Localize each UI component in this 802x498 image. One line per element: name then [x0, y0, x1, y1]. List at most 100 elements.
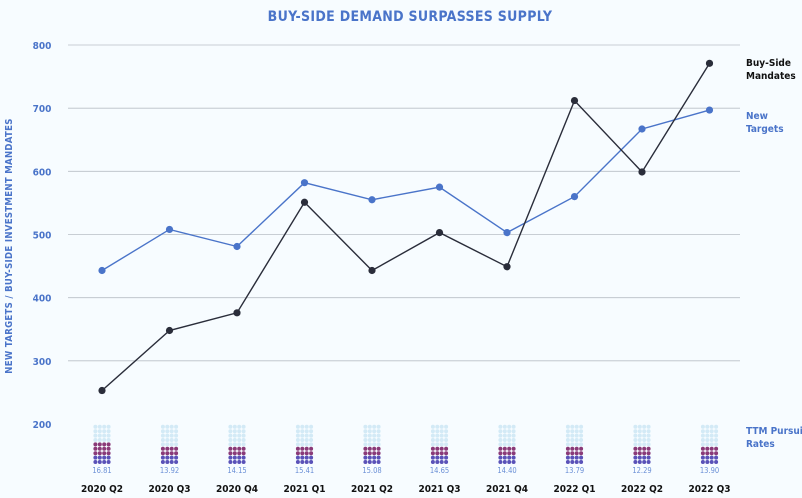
pursuit-dot — [637, 451, 642, 456]
pursuit-dot — [304, 424, 309, 429]
pursuit-dot — [498, 460, 503, 464]
pursuit-dot — [232, 433, 237, 438]
pursuit-dot — [565, 446, 570, 451]
pursuit-dot — [106, 438, 111, 442]
pursuit-dot — [709, 433, 714, 438]
pursuit-dot — [372, 442, 377, 447]
pursuit-dot — [376, 446, 381, 451]
pursuit-dot — [646, 429, 651, 434]
pursuit-dot — [498, 433, 503, 438]
pursuit-dot — [97, 455, 102, 460]
pursuit-dot — [507, 460, 512, 464]
legend: Buy-Side Mandates New Targets TTM Pursuit Rat… — [746, 58, 802, 450]
pursuit-dot — [295, 438, 300, 442]
pursuit-dot — [633, 455, 638, 460]
pursuit-dot — [363, 446, 368, 451]
pursuit-dot — [574, 455, 579, 460]
pursuit-dot — [174, 455, 179, 460]
pursuit-dot — [646, 446, 651, 451]
pursuit-dot — [444, 460, 449, 464]
pursuit-dot — [106, 424, 111, 429]
y-tick-label: 800 — [33, 41, 52, 52]
pursuit-dot — [646, 433, 651, 438]
pursuit-dot — [304, 429, 309, 434]
pursuit-dot — [511, 442, 516, 447]
pursuit-dot — [637, 455, 642, 460]
pursuit-dot — [228, 429, 233, 434]
pursuit-dot — [241, 438, 246, 442]
pursuit-dot — [300, 442, 305, 447]
pursuit-dot — [444, 433, 449, 438]
pursuit-dot — [502, 451, 507, 456]
pursuit-dot — [97, 451, 102, 456]
pursuit-rate-label: 13.90 — [700, 466, 719, 475]
pursuit-dot — [579, 460, 584, 464]
pursuit-dot — [174, 429, 179, 434]
pursuit-dot — [295, 433, 300, 438]
pursuit-dot — [444, 438, 449, 442]
pursuit-dot-grid — [93, 424, 111, 464]
pursuit-dot — [169, 460, 174, 464]
pursuit-dot — [160, 460, 165, 464]
pursuit-dot — [700, 460, 705, 464]
pursuit-dot — [714, 451, 719, 456]
pursuit-dot — [363, 455, 368, 460]
pursuit-dot — [97, 442, 102, 447]
pursuit-dot — [507, 451, 512, 456]
pursuit-dot — [637, 433, 642, 438]
pursuit-dot — [309, 438, 314, 442]
pursuit-dot — [241, 455, 246, 460]
pursuit-dot — [714, 429, 719, 434]
pursuit-dot — [435, 438, 440, 442]
pursuit-dot — [646, 438, 651, 442]
pursuit-dot — [714, 446, 719, 451]
pursuit-dot — [237, 438, 242, 442]
pursuit-dot — [700, 424, 705, 429]
pursuit-dot — [376, 442, 381, 447]
pursuit-dot — [102, 424, 107, 429]
legend-ttm-pursuit-rates: TTM Pursuit Rates — [746, 426, 802, 450]
pursuit-dot — [237, 433, 242, 438]
pursuit-dot — [165, 451, 170, 456]
pursuit-dot — [376, 451, 381, 456]
pursuit-dot — [511, 438, 516, 442]
pursuit-dot — [165, 442, 170, 447]
pursuit-dot — [637, 429, 642, 434]
pursuit-dot — [372, 438, 377, 442]
pursuit-dot — [169, 429, 174, 434]
pursuit-dot — [511, 446, 516, 451]
y-axis-ticks: 200 300 400 500 600 700 800 — [33, 41, 52, 431]
pursuit-dot — [439, 446, 444, 451]
pursuit-dot — [295, 460, 300, 464]
pursuit-dot — [705, 455, 710, 460]
pursuit-dot — [705, 429, 710, 434]
pursuit-dot — [574, 446, 579, 451]
pursuit-dot — [570, 446, 575, 451]
pursuit-dot — [363, 424, 368, 429]
pursuit-dot — [160, 438, 165, 442]
pursuit-dot — [439, 424, 444, 429]
x-tick-label: 2020 Q4 — [216, 484, 258, 495]
x-tick-label: 2022 Q1 — [553, 484, 595, 495]
pursuit-dot — [367, 442, 372, 447]
pursuit-dot — [300, 438, 305, 442]
pursuit-dot — [439, 451, 444, 456]
pursuit-dot-grid — [498, 424, 516, 464]
pursuit-dot-grid — [160, 424, 179, 464]
pursuit-dot — [570, 442, 575, 447]
pursuit-dot — [174, 451, 179, 456]
pursuit-dot — [93, 433, 98, 438]
pursuit-dot — [705, 451, 710, 456]
pursuit-rate-dots: 16.81 13.92 14.15 15.41 15.08 14.65 14.40 13.79… — [92, 424, 719, 475]
data-point — [638, 125, 646, 133]
pursuit-dot — [241, 442, 246, 447]
pursuit-dot — [367, 455, 372, 460]
pursuit-dot — [642, 442, 647, 447]
pursuit-dot — [435, 460, 440, 464]
pursuit-dot — [165, 455, 170, 460]
pursuit-dot — [174, 433, 179, 438]
pursuit-dot — [498, 455, 503, 460]
pursuit-dot — [444, 446, 449, 451]
pursuit-dot — [160, 442, 165, 447]
